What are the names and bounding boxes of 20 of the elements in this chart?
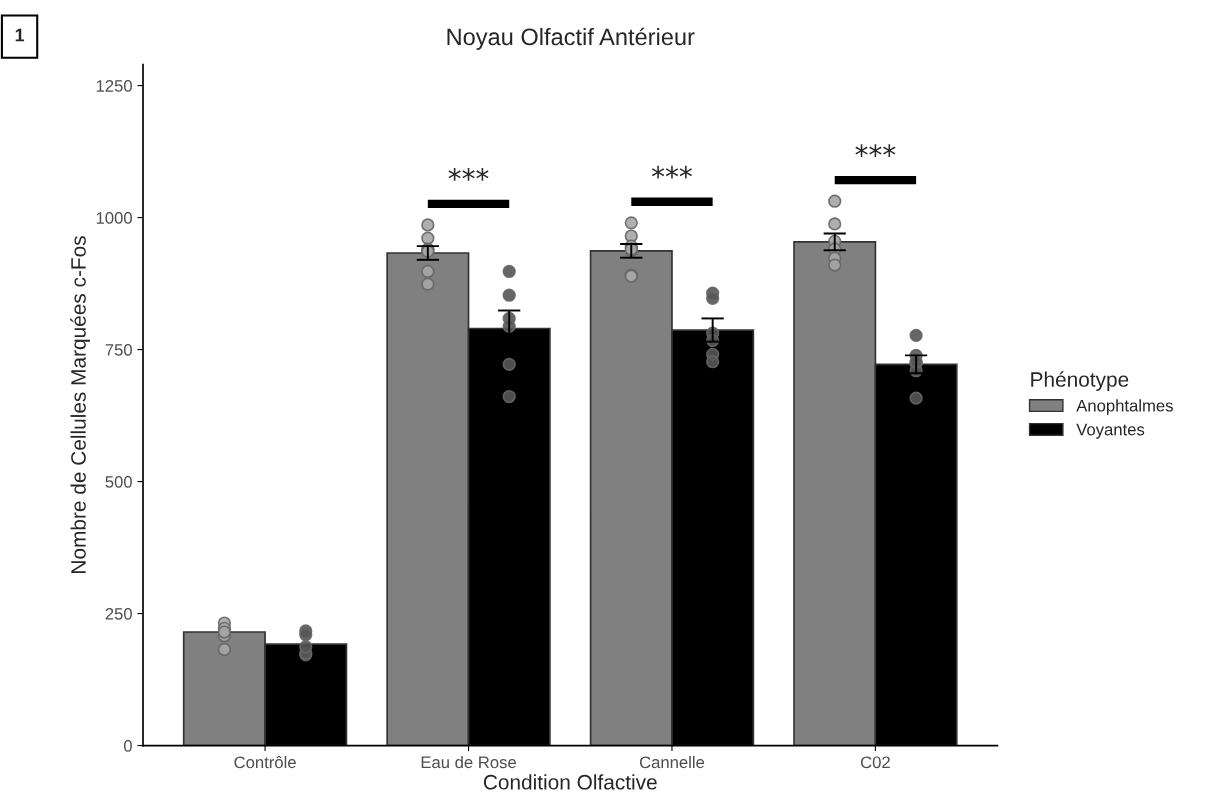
text: 1 [15,28,25,42]
legend-label: Voyantes [1076,423,1145,439]
chart-title: Noyau Olfactif Antérieur [447,27,695,50]
legend-title: Phénotype [1031,371,1129,391]
x-tick-label: Contrôle [234,755,296,769]
x-tick-label: Eau de Rose [421,755,516,769]
annotation: *** [651,165,692,179]
x-tick-label: C02 [860,756,890,769]
y-tick-label: 750 [105,343,132,356]
y-axis-title: Nombre de Cellules Marquées c-Fos [70,236,90,573]
y-tick-label: 250 [105,607,132,620]
x-axis-title: Condition Olfactive [483,774,657,790]
legend-label: Anophtalmes [1076,399,1173,415]
y-tick-label: 500 [105,475,132,488]
y-tick-label: 1000 [96,211,132,224]
y-tick-label: 0 [123,739,132,752]
annotation: *** [448,167,489,181]
annotation: *** [855,144,896,157]
x-tick-label: Cannelle [639,755,705,769]
y-tick-label: 1250 [96,80,132,92]
